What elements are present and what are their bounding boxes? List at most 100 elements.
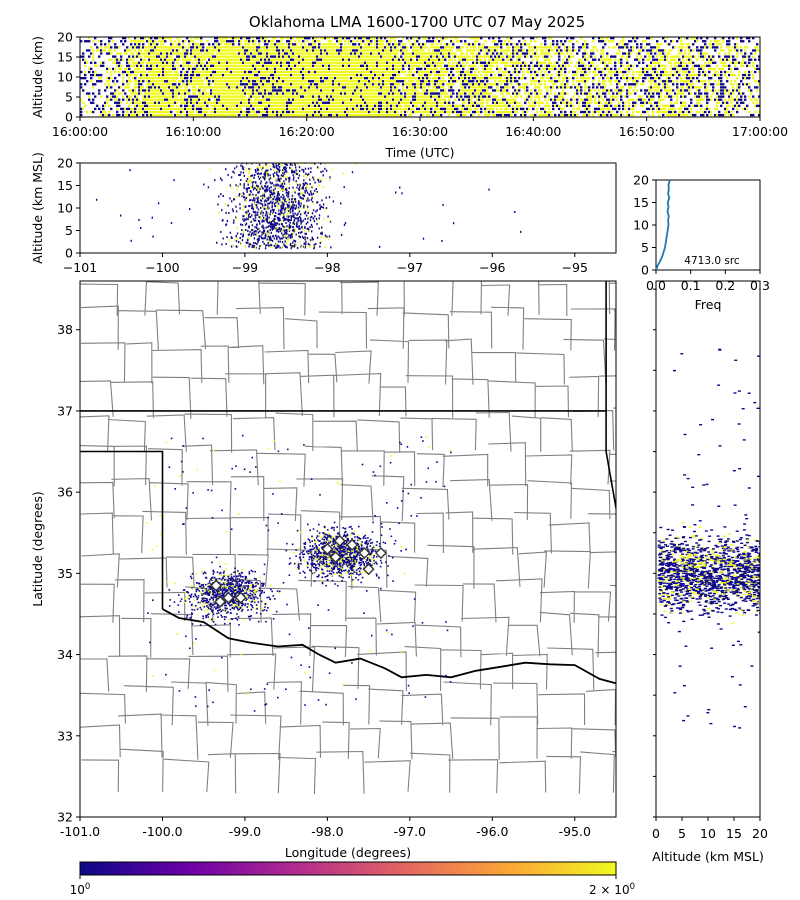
time-height-cell (168, 89, 171, 92)
time-height-cell (416, 37, 419, 40)
time-height-cell (320, 107, 323, 111)
time-height-cell (178, 55, 181, 58)
time-height-cell (262, 77, 265, 80)
time-height-cell (276, 107, 279, 111)
time-height-cell (178, 73, 181, 77)
time-height-cell (140, 58, 143, 61)
time-height-cell (136, 37, 139, 40)
time-height-cell (322, 58, 325, 61)
time-height-cell (238, 95, 241, 98)
time-height-cell (282, 46, 285, 49)
time-height-cell (172, 67, 175, 71)
time-height-cell (472, 89, 475, 92)
time-height-cell (324, 64, 327, 67)
time-height-cell (338, 52, 341, 55)
time-height-cell (318, 80, 321, 83)
time-height-cell (326, 113, 329, 117)
time-height-cell (354, 110, 357, 114)
time-height-cell (154, 98, 157, 101)
time-height-cell (306, 107, 309, 111)
time-height-cell (284, 110, 287, 114)
time-height-cell (122, 89, 125, 92)
time-height-cell (388, 107, 391, 111)
time-height-cell (326, 89, 329, 92)
time-height-cell (374, 46, 377, 49)
time-height-cell (534, 70, 537, 74)
time-height-cell (170, 113, 173, 117)
time-height-cell (260, 86, 263, 89)
time-height-cell (478, 86, 481, 89)
time-height-cell (190, 64, 193, 67)
time-height-cell (150, 67, 153, 71)
time-height-cell (212, 73, 215, 77)
time-height-cell (260, 73, 263, 77)
time-height-cell (238, 80, 241, 83)
time-height-cell (448, 46, 451, 49)
time-height-cell (350, 46, 353, 49)
time-height-cell (434, 70, 437, 74)
time-height-cell (538, 83, 541, 86)
time-height-cell (216, 49, 219, 52)
time-height-cell (310, 113, 313, 117)
time-height-cell (230, 110, 233, 114)
time-height-cell (364, 110, 367, 114)
time-height-cell (370, 110, 373, 114)
time-height-cell (174, 77, 177, 80)
time-height-cell (416, 104, 419, 107)
time-height-cell (314, 113, 317, 117)
time-height-cell (530, 104, 533, 107)
time-height-cell (266, 43, 269, 46)
time-height-cell (460, 113, 463, 117)
time-height-cell (214, 101, 217, 104)
time-height-cell (148, 107, 151, 111)
time-height-cell (388, 49, 391, 52)
time-height-cell (282, 89, 285, 92)
time-height-cell (286, 64, 289, 67)
time-height-cell (420, 86, 423, 89)
time-height-cell (402, 107, 405, 111)
time-height-cell (288, 46, 291, 49)
time-height-cell (204, 77, 207, 80)
time-height-cell (200, 95, 203, 98)
time-height-cell (202, 110, 205, 114)
time-height-cell (428, 55, 431, 58)
time-height-cell (336, 113, 339, 117)
time-height-cell (420, 83, 423, 86)
time-height-cell (480, 101, 483, 104)
time-height-cell (226, 37, 229, 40)
time-height-cell (322, 86, 325, 89)
time-height-cell (104, 49, 107, 52)
time-height-cell (226, 98, 229, 101)
time-height-cell (492, 83, 495, 86)
time-height-cell (406, 55, 409, 58)
time-height-cell (364, 80, 367, 83)
time-height-cell (136, 101, 139, 104)
time-height-cell (550, 73, 553, 77)
time-height-cell (454, 67, 457, 71)
time-height-cell (314, 37, 317, 40)
time-height-cell (340, 104, 343, 107)
time-height-cell (502, 80, 505, 83)
time-height-cell (280, 52, 283, 55)
time-height-cell (470, 67, 473, 71)
time-height-cell (396, 98, 399, 101)
time-height-cell (204, 67, 207, 71)
time-height-cell (244, 77, 247, 80)
time-height-cell (374, 80, 377, 83)
time-height-cell (374, 83, 377, 86)
time-height-cell (302, 92, 305, 95)
time-height-cell (358, 46, 361, 49)
time-height-cell (512, 101, 515, 104)
time-height-cell (156, 70, 159, 74)
time-height-cell (530, 95, 533, 98)
time-height-cell (162, 43, 165, 46)
time-height-cell (166, 73, 169, 77)
time-height-cell (156, 73, 159, 77)
time-height-cell (512, 86, 515, 89)
time-height-cell (408, 67, 411, 71)
time-height-cell (524, 64, 527, 67)
time-height-cell (192, 77, 195, 80)
time-height-cell (252, 40, 255, 43)
time-height-cell (336, 46, 339, 49)
time-height-cell (328, 64, 331, 67)
